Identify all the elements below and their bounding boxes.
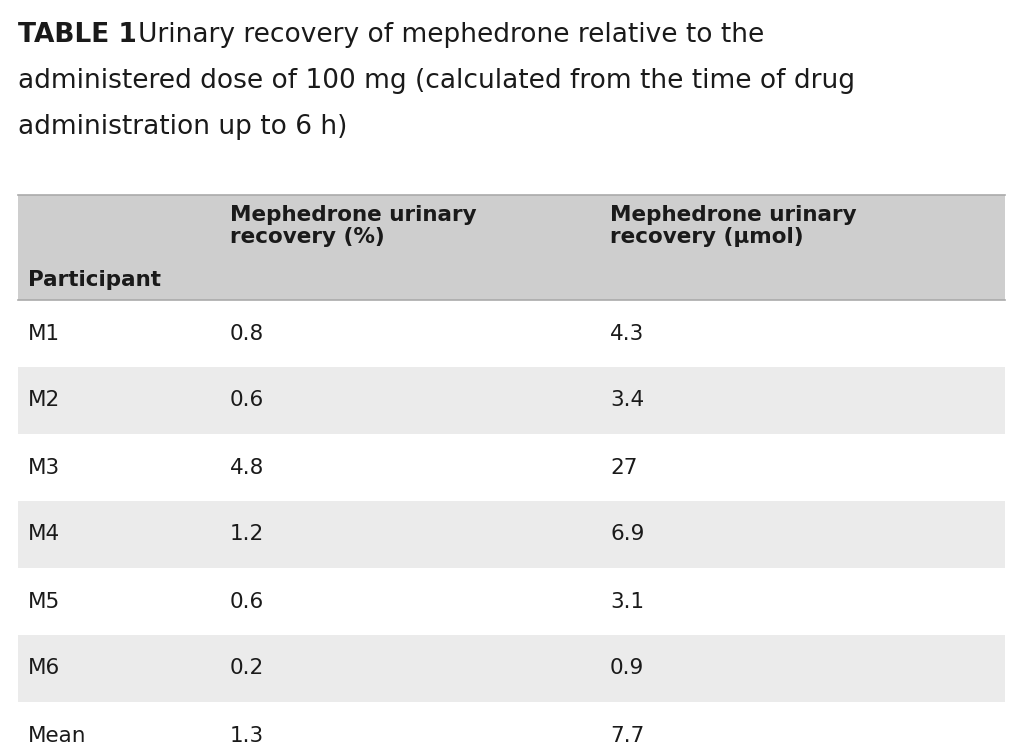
Text: Participant: Participant bbox=[28, 270, 161, 290]
Text: administration up to 6 h): administration up to 6 h) bbox=[18, 114, 347, 140]
Bar bbox=[18, 635, 1005, 702]
Text: 0.8: 0.8 bbox=[230, 323, 264, 344]
Text: 6.9: 6.9 bbox=[610, 525, 644, 544]
Text: TABLE 1: TABLE 1 bbox=[18, 22, 137, 48]
Text: 1.3: 1.3 bbox=[230, 726, 264, 745]
Text: M6: M6 bbox=[28, 658, 60, 679]
Text: M1: M1 bbox=[28, 323, 60, 344]
Bar bbox=[18, 434, 1005, 501]
Text: 4.8: 4.8 bbox=[230, 458, 264, 477]
Bar bbox=[18, 568, 1005, 635]
Text: Mephedrone urinary: Mephedrone urinary bbox=[610, 205, 857, 225]
Text: 3.1: 3.1 bbox=[610, 591, 644, 612]
Text: Mean: Mean bbox=[28, 726, 86, 745]
Bar bbox=[18, 300, 1005, 367]
Text: 3.4: 3.4 bbox=[610, 390, 644, 411]
Text: recovery (μmol): recovery (μmol) bbox=[610, 227, 804, 247]
Text: 0.2: 0.2 bbox=[230, 658, 264, 679]
Bar bbox=[18, 195, 1005, 300]
Text: M4: M4 bbox=[28, 525, 60, 544]
Text: 0.9: 0.9 bbox=[610, 658, 644, 679]
Text: administered dose of 100 mg (calculated from the time of drug: administered dose of 100 mg (calculated … bbox=[18, 68, 855, 94]
Text: Urinary recovery of mephedrone relative to the: Urinary recovery of mephedrone relative … bbox=[113, 22, 764, 48]
Text: 7.7: 7.7 bbox=[610, 726, 644, 745]
Text: 1.2: 1.2 bbox=[230, 525, 264, 544]
Text: 27: 27 bbox=[610, 458, 638, 477]
Bar bbox=[18, 702, 1005, 755]
Text: Mephedrone urinary: Mephedrone urinary bbox=[230, 205, 476, 225]
Text: M3: M3 bbox=[28, 458, 60, 477]
Text: 0.6: 0.6 bbox=[230, 390, 264, 411]
Text: 4.3: 4.3 bbox=[610, 323, 644, 344]
Text: M2: M2 bbox=[28, 390, 60, 411]
Bar bbox=[18, 367, 1005, 434]
Text: recovery (%): recovery (%) bbox=[230, 227, 385, 247]
Bar bbox=[18, 501, 1005, 568]
Text: M5: M5 bbox=[28, 591, 60, 612]
Text: 0.6: 0.6 bbox=[230, 591, 264, 612]
